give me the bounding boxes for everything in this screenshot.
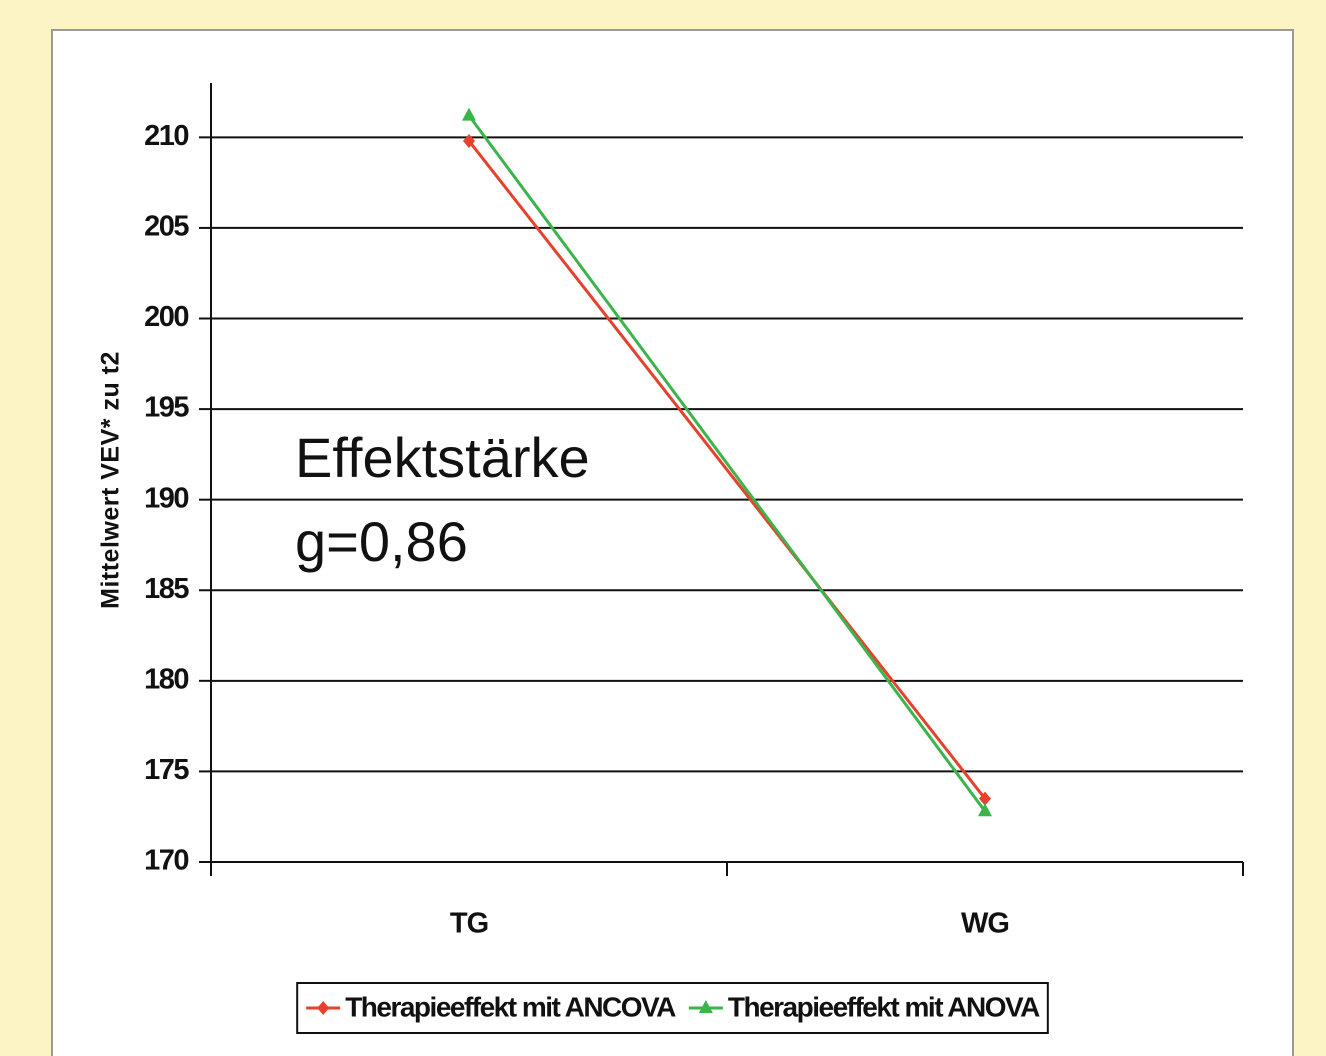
y-tick-label: 175 [144,754,189,786]
marker [698,1000,713,1013]
y-tick-label: 195 [144,392,189,424]
chart-panel [51,29,1294,1056]
series-line [467,114,987,813]
marker [462,107,476,121]
legend-label: Therapieeffekt mit ANCOVA [345,991,676,1022]
annotation: Effektstärke [295,426,590,489]
legend: Therapieeffekt mit ANCOVA Therapieeffekt … [296,982,1049,1034]
x-tick-label: WG [961,908,1009,940]
marker [978,803,992,817]
annotation: g=0,86 [295,510,468,573]
legend-box [296,982,1049,1034]
y-tick-label: 180 [144,663,188,695]
y-tick-label: 205 [144,211,189,243]
y-tick-label: 210 [144,120,188,152]
y-axis-label: Mittelwert VEV* zu t2 [97,351,125,609]
legend-label: Therapieeffekt mit ANOVA [728,991,1040,1022]
x-tick-label: TG [450,908,488,940]
y-tick-label: 200 [144,301,188,333]
y-tick-label: 190 [144,482,188,514]
y-tick-label: 185 [144,573,189,605]
marker [979,791,991,806]
marker [317,1001,330,1015]
marker [463,133,475,148]
series-line [467,140,987,800]
y-tick-label: 170 [144,845,188,877]
